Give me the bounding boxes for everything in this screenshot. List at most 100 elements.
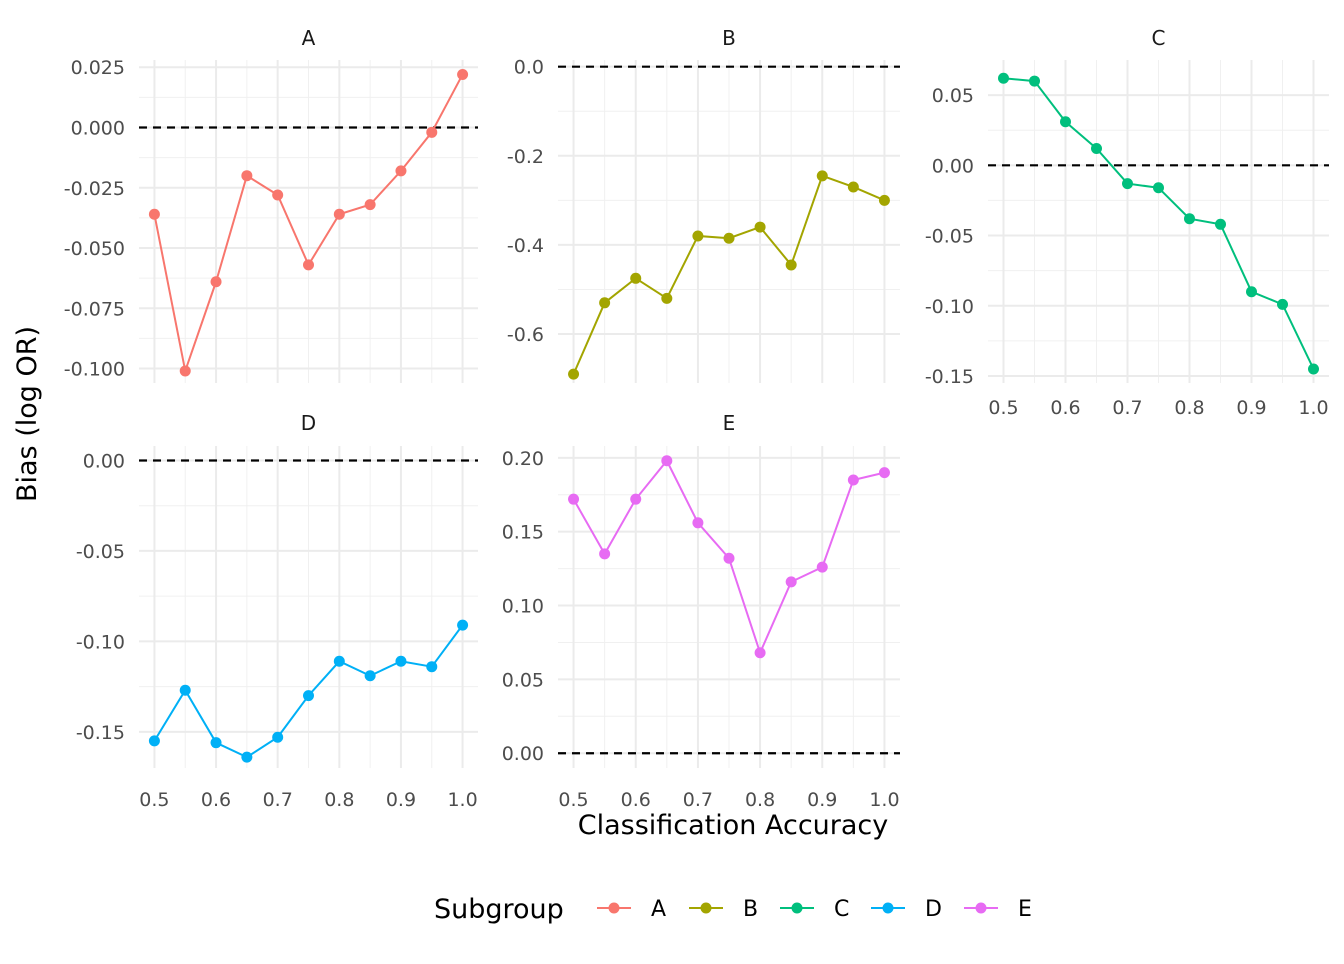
x-tick-label: 0.9	[386, 789, 416, 811]
legend-item-c: C	[780, 897, 849, 922]
y-tick-label: -0.6	[507, 324, 544, 346]
data-point-a	[148, 208, 160, 220]
y-tick-label: 0.00	[83, 450, 125, 472]
y-tick-label: -0.100	[64, 359, 125, 381]
data-point-e	[878, 467, 890, 479]
data-point-d	[395, 655, 407, 667]
legend-item-a: A	[597, 897, 666, 922]
data-point-a	[241, 170, 253, 182]
y-axis-title: Bias (log OR)	[12, 326, 43, 502]
data-point-e	[754, 647, 766, 659]
x-tick-label: 0.6	[201, 789, 231, 811]
x-tick-label: 0.7	[1112, 397, 1142, 419]
data-point-a	[210, 276, 222, 288]
facet-label: D	[301, 411, 316, 435]
x-tick-label: 0.7	[263, 789, 293, 811]
data-point-d	[426, 661, 438, 673]
legend-label: C	[834, 897, 849, 922]
data-point-a	[179, 365, 191, 377]
x-tick-label: 0.6	[1050, 397, 1080, 419]
data-point-c	[1277, 298, 1288, 310]
data-point-d	[457, 619, 469, 631]
legend-item-e: E	[964, 897, 1032, 922]
data-point-d	[364, 670, 376, 682]
data-point-e	[568, 493, 580, 505]
x-tick-label: 0.5	[139, 789, 169, 811]
data-point-e	[661, 455, 673, 467]
data-point-c	[1215, 218, 1226, 230]
x-tick-label: 1.0	[447, 789, 477, 811]
x-tick-label: 0.7	[683, 789, 713, 811]
data-point-a	[426, 126, 438, 138]
panel-b: -0.6 -0.4 -0.2 0.0 B	[507, 26, 900, 383]
data-point-d	[148, 735, 160, 747]
y-tick-label: -0.4	[507, 235, 544, 257]
y-tick-label: 0.10	[502, 596, 544, 618]
data-point-a	[395, 165, 407, 177]
panel-c: -0.15 -0.10 -0.05 0.00 0.05 C 0.5 0.6 0.7 0.8 0.9 1…	[925, 26, 1329, 419]
data-point-d	[210, 737, 222, 749]
data-point-c	[1184, 213, 1195, 225]
y-tick-label: -0.050	[64, 238, 125, 260]
data-point-c	[1308, 363, 1319, 375]
data-point-e	[723, 552, 735, 564]
y-tick-label: -0.15	[76, 722, 125, 744]
data-point-c	[1091, 142, 1102, 154]
data-point-a	[333, 208, 345, 220]
y-tick-label: -0.05	[925, 226, 974, 248]
data-point-a	[364, 199, 376, 211]
data-point-c	[1246, 286, 1257, 298]
legend-item-b: B	[689, 897, 758, 922]
data-point-b	[568, 368, 580, 380]
data-point-b	[723, 232, 735, 244]
facet-label: B	[722, 26, 736, 50]
x-tick-label: 0.8	[1174, 397, 1204, 419]
panel-e: 0.00 0.05 0.10 0.15 0.20 E 0.5 0.6 0.7 0.8 0.9 1.0	[502, 411, 900, 811]
y-tick-label: 0.00	[932, 155, 974, 177]
legend-item-d: D	[871, 897, 942, 922]
data-point-e	[599, 548, 611, 560]
legend: Subgroup A B C D E	[434, 894, 1032, 925]
facet-label: C	[1152, 26, 1166, 50]
x-tick-label: 0.8	[324, 789, 354, 811]
data-point-b	[630, 272, 642, 284]
legend-label: A	[651, 897, 666, 922]
y-tick-label: -0.10	[76, 631, 125, 653]
y-tick-label: 0.15	[502, 522, 544, 544]
legend-key-point	[700, 902, 712, 914]
y-tick-label: -0.075	[64, 298, 125, 320]
data-point-a	[272, 189, 284, 201]
data-point-d	[241, 751, 253, 763]
data-point-c	[998, 72, 1009, 84]
legend-label: B	[743, 897, 758, 922]
data-point-c	[1060, 116, 1071, 128]
legend-key-point	[608, 902, 620, 914]
data-point-d	[272, 731, 284, 743]
x-tick-label: 0.9	[1236, 397, 1266, 419]
y-tick-label: 0.025	[71, 57, 125, 79]
data-point-e	[816, 561, 828, 573]
y-tick-label: -0.025	[64, 178, 125, 200]
legend-title: Subgroup	[434, 894, 564, 925]
data-point-b	[599, 297, 611, 309]
data-point-d	[303, 690, 314, 702]
legend-key-point	[791, 902, 803, 914]
y-tick-label: -0.2	[507, 146, 544, 168]
legend-key-point	[975, 902, 987, 914]
legend-label: E	[1018, 897, 1032, 922]
data-point-b	[692, 230, 704, 242]
y-tick-label: 0.05	[932, 85, 974, 107]
x-tick-label: 0.9	[807, 789, 837, 811]
data-point-e	[785, 576, 797, 588]
data-point-c	[1153, 182, 1164, 194]
y-tick-label: -0.10	[925, 296, 974, 318]
x-tick-label: 0.8	[745, 789, 775, 811]
data-point-c	[1122, 178, 1133, 190]
y-tick-label: 0.20	[502, 448, 544, 470]
facet-label: A	[302, 26, 316, 50]
data-point-e	[692, 517, 704, 529]
data-point-a	[303, 259, 314, 271]
data-point-b	[785, 259, 797, 271]
